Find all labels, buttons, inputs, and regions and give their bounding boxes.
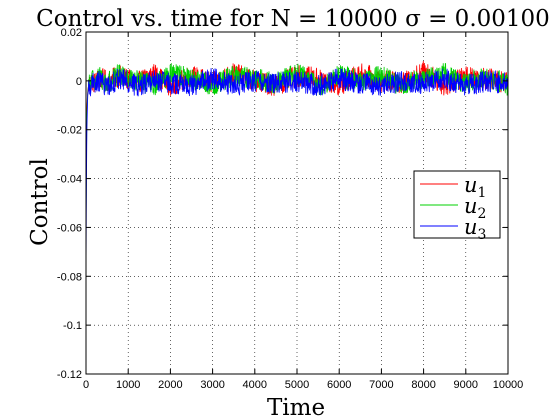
y-tick-labels: 0.02 0 -0.02 -0.04 -0.06 -0.08 -0.1 -0.12 bbox=[57, 27, 82, 381]
series-lines bbox=[86, 60, 508, 277]
legend-label-base: u bbox=[464, 173, 478, 197]
x-tick-label: 9000 bbox=[454, 379, 478, 391]
y-tick-label: 0 bbox=[76, 76, 82, 88]
y-tick-label: -0.06 bbox=[57, 222, 82, 234]
y-tick-label: -0.12 bbox=[57, 369, 82, 381]
x-tick-label: 10000 bbox=[493, 379, 524, 391]
x-tick-label: 5000 bbox=[285, 379, 309, 391]
x-tick-label: 2000 bbox=[158, 379, 182, 391]
legend-label-subscript: 3 bbox=[478, 227, 487, 243]
x-tick-label: 3000 bbox=[200, 379, 224, 391]
legend-label-u1: u1 bbox=[464, 173, 486, 201]
x-tick-label: 8000 bbox=[411, 379, 435, 391]
legend-label-u3: u3 bbox=[464, 215, 486, 243]
legend-label-u2: u2 bbox=[464, 194, 486, 222]
legend-label-subscript: 1 bbox=[478, 185, 487, 201]
y-tick-label: -0.02 bbox=[57, 125, 82, 137]
x-tick-label: 7000 bbox=[369, 379, 393, 391]
y-tick-label: -0.08 bbox=[57, 271, 82, 283]
x-tick-label: 4000 bbox=[243, 379, 267, 391]
x-axis-label: Time bbox=[267, 395, 325, 420]
x-tick-label: 6000 bbox=[327, 379, 351, 391]
legend-label-base: u bbox=[464, 194, 478, 218]
series-line-u3 bbox=[86, 67, 508, 277]
y-tick-label: -0.04 bbox=[57, 174, 82, 186]
legend-label-subscript: 2 bbox=[478, 206, 487, 222]
x-tick-labels: 0 1000 2000 3000 4000 5000 6000 7000 8000 9000 100… bbox=[83, 379, 523, 391]
y-tick-label: 0.02 bbox=[61, 27, 82, 39]
x-tick-label: 1000 bbox=[116, 379, 140, 391]
y-axis-label: Control bbox=[27, 158, 53, 246]
x-tick-label: 0 bbox=[83, 379, 89, 391]
axis-ticks bbox=[85, 31, 509, 375]
legend-label-base: u bbox=[464, 215, 478, 239]
y-tick-label: -0.1 bbox=[63, 320, 82, 332]
chart-title: Control vs. time for N = 10000 σ = 0.001… bbox=[36, 6, 550, 32]
